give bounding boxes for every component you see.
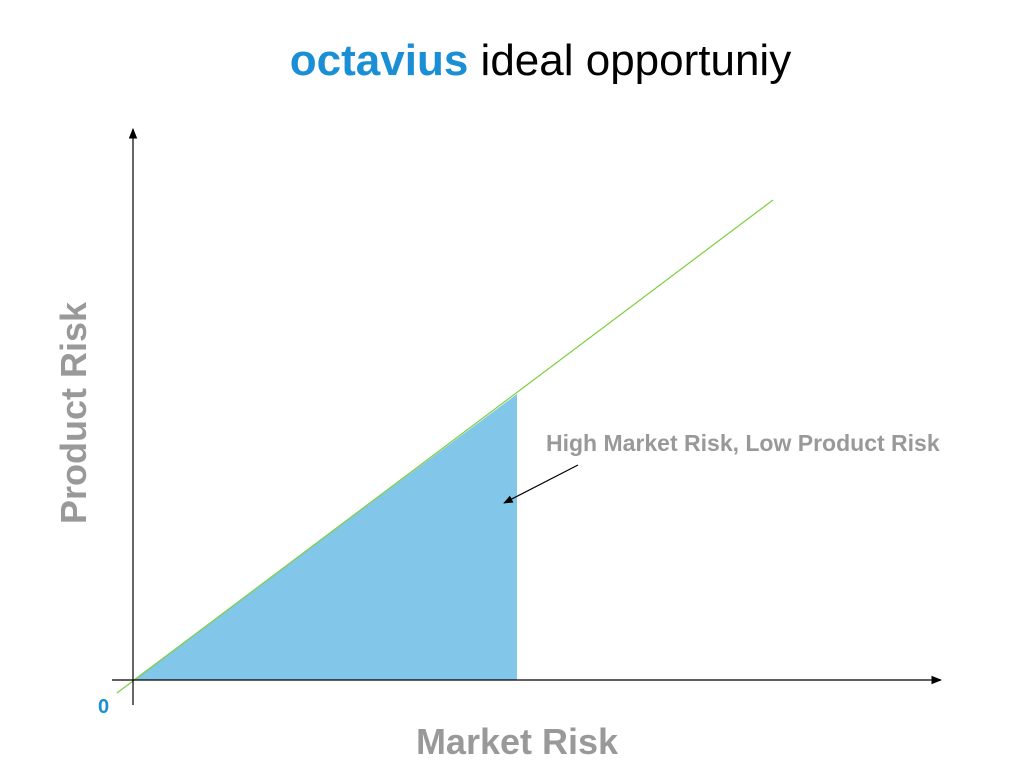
y-axis-label: Product Risk (53, 301, 94, 524)
annotation-label: High Market Risk, Low Product Risk (546, 430, 940, 456)
page-title: octavius ideal opportuniy (0, 36, 1033, 86)
diagonal-line (116, 199, 774, 694)
brand-name: octavius (289, 36, 469, 85)
origin-label: 0 (98, 696, 109, 718)
title-text: ideal opportuniy (468, 36, 792, 85)
callout-arrow (503, 464, 579, 504)
x-axis-label: Market Risk (416, 721, 619, 762)
